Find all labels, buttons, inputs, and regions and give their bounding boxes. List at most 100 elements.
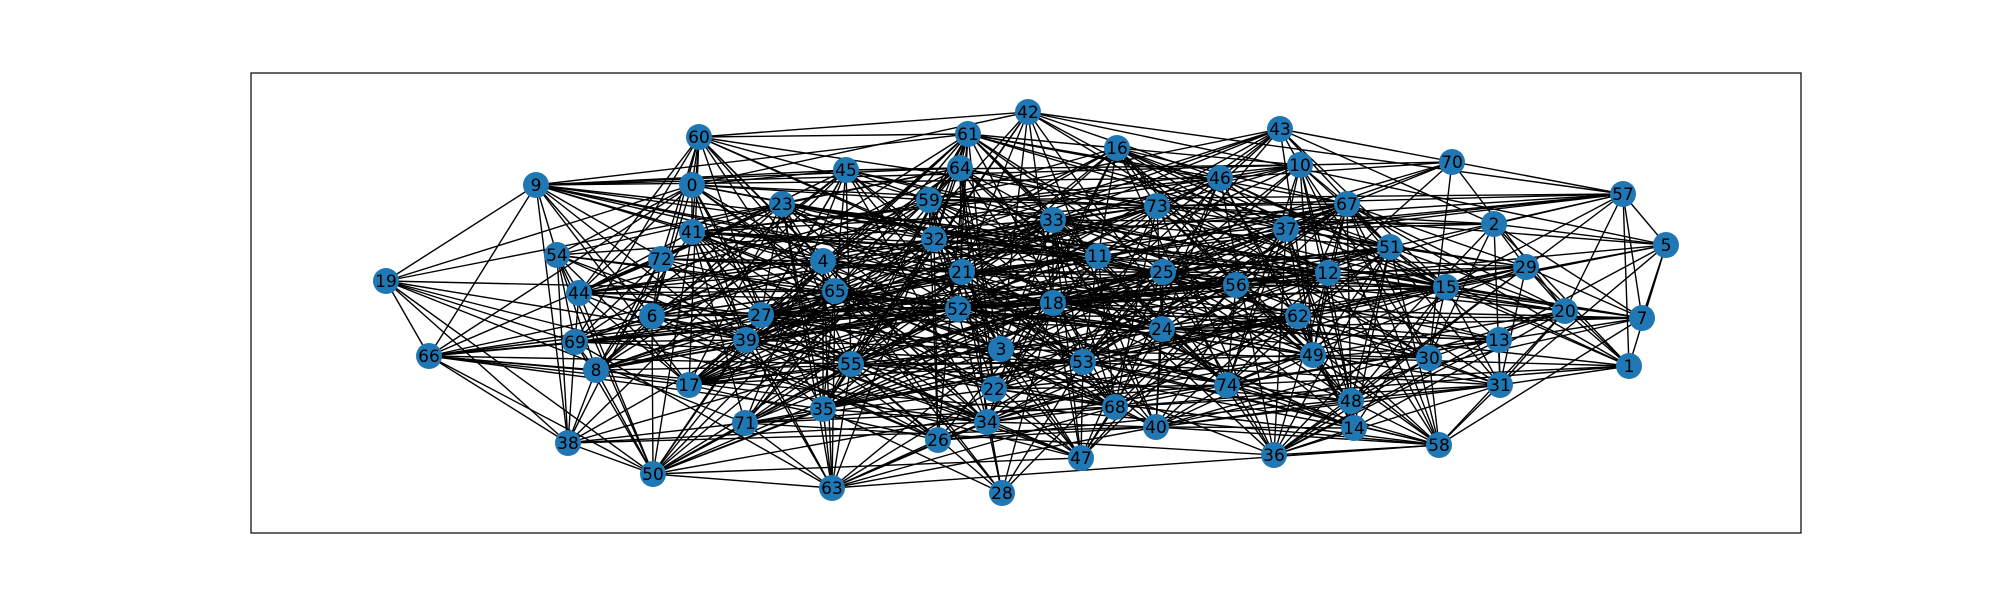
node-15: 15: [1433, 274, 1459, 300]
edge-layer: [385, 111, 1667, 494]
node-27: 27: [748, 302, 774, 328]
node-circle: [810, 248, 836, 274]
edge-8-34: [595, 369, 988, 423]
node-circle: [916, 187, 942, 213]
edge-61-65: [834, 133, 969, 292]
edge-54-55: [556, 254, 852, 365]
edge-55-60: [698, 136, 852, 365]
edge-17-66: [428, 355, 690, 386]
edge-9-38: [535, 184, 569, 444]
node-label: 46: [1209, 169, 1231, 189]
edge-47-53: [1080, 361, 1084, 459]
edge-10-16: [1116, 147, 1301, 166]
node-52: 52: [945, 296, 971, 322]
node-label: 44: [568, 284, 590, 304]
node-16: 16: [1104, 135, 1130, 161]
edge-29-57: [1525, 193, 1624, 268]
node-circle: [822, 278, 848, 304]
edge-61-67: [967, 133, 1348, 205]
node-circle: [1433, 274, 1459, 300]
node-label: 26: [927, 431, 949, 451]
edge-48-51: [1350, 246, 1391, 402]
node-label: 27: [750, 306, 772, 326]
node-label: 11: [1087, 247, 1109, 267]
edge-22-58: [993, 388, 1440, 446]
edge-48-67: [1346, 203, 1352, 402]
node-13: 13: [1486, 327, 1512, 353]
edge-32-43: [933, 128, 1281, 240]
edge-37-61: [967, 133, 1287, 230]
edge-41-55: [691, 231, 852, 365]
node-label: 55: [840, 355, 862, 375]
edge-56-67: [1235, 203, 1348, 286]
edge-39-52: [745, 308, 959, 341]
edge-63-69: [574, 341, 833, 489]
edge-56-72: [660, 258, 1237, 286]
edge-9-66: [428, 184, 537, 357]
node-62: 62: [1285, 303, 1311, 329]
node-label: 12: [1317, 264, 1339, 284]
edge-33-64: [959, 167, 1054, 221]
node-circle: [1285, 303, 1311, 329]
node-circle: [974, 409, 1000, 435]
edge-51-61: [967, 133, 1391, 248]
node-43: 43: [1267, 116, 1293, 142]
edge-3-35: [822, 348, 1002, 410]
edge-45-52: [845, 169, 959, 310]
edge-63-65: [831, 290, 836, 489]
node-label: 30: [1418, 349, 1440, 369]
edge-32-60: [698, 136, 935, 240]
edge-8-38: [567, 369, 597, 444]
edge-60-73: [698, 136, 1158, 207]
edge-7-40: [1155, 317, 1643, 428]
edge-0-19: [385, 184, 693, 282]
edge-39-63: [745, 339, 833, 489]
edge-66-69: [428, 341, 576, 357]
edge-39-65: [745, 290, 836, 341]
edge-44-60: [578, 136, 700, 294]
edge-68-71: [744, 406, 1116, 424]
node-21: 21: [949, 259, 975, 285]
node-53: 53: [1070, 349, 1096, 375]
edge-30-70: [1428, 161, 1453, 359]
node-circle: [981, 376, 1007, 402]
node-label: 61: [957, 125, 979, 145]
edge-14-60: [698, 136, 1355, 429]
edge-65-74: [834, 290, 1228, 386]
node-circle: [1439, 149, 1465, 175]
node-label: 71: [734, 414, 756, 434]
edge-60-69: [574, 136, 700, 343]
node-65: 65: [822, 278, 848, 304]
edge-26-40: [937, 426, 1157, 441]
node-35: 35: [810, 396, 836, 422]
node-4: 4: [810, 248, 836, 274]
node-label: 24: [1151, 320, 1173, 340]
node-label: 73: [1146, 197, 1168, 217]
node-label: 63: [821, 479, 843, 499]
edge-10-33: [1052, 164, 1301, 221]
edge-31-67: [1346, 203, 1501, 386]
edge-63-68: [831, 406, 1116, 489]
edge-53-67: [1082, 203, 1348, 363]
edge-34-60: [698, 136, 988, 423]
edge-44-65: [578, 290, 836, 294]
node-circle: [1040, 290, 1066, 316]
edge-26-67: [937, 203, 1348, 441]
node-66: 66: [416, 343, 442, 369]
edge-50-65: [652, 290, 836, 475]
node-69: 69: [562, 329, 588, 355]
edge-19-69: [385, 280, 576, 343]
edge-17-44: [578, 292, 690, 386]
edge-40-58: [1155, 426, 1440, 446]
node-circle: [562, 329, 588, 355]
node-label: 47: [1070, 449, 1092, 469]
edge-68-74: [1114, 384, 1228, 408]
node-label: 66: [418, 347, 440, 367]
node-label: 36: [1263, 446, 1285, 466]
node-label: 16: [1106, 139, 1128, 159]
edge-56-58: [1235, 284, 1440, 446]
node-circle: [949, 259, 975, 285]
node-label: 54: [546, 246, 568, 266]
node-73: 73: [1144, 193, 1170, 219]
node-circle: [748, 302, 774, 328]
